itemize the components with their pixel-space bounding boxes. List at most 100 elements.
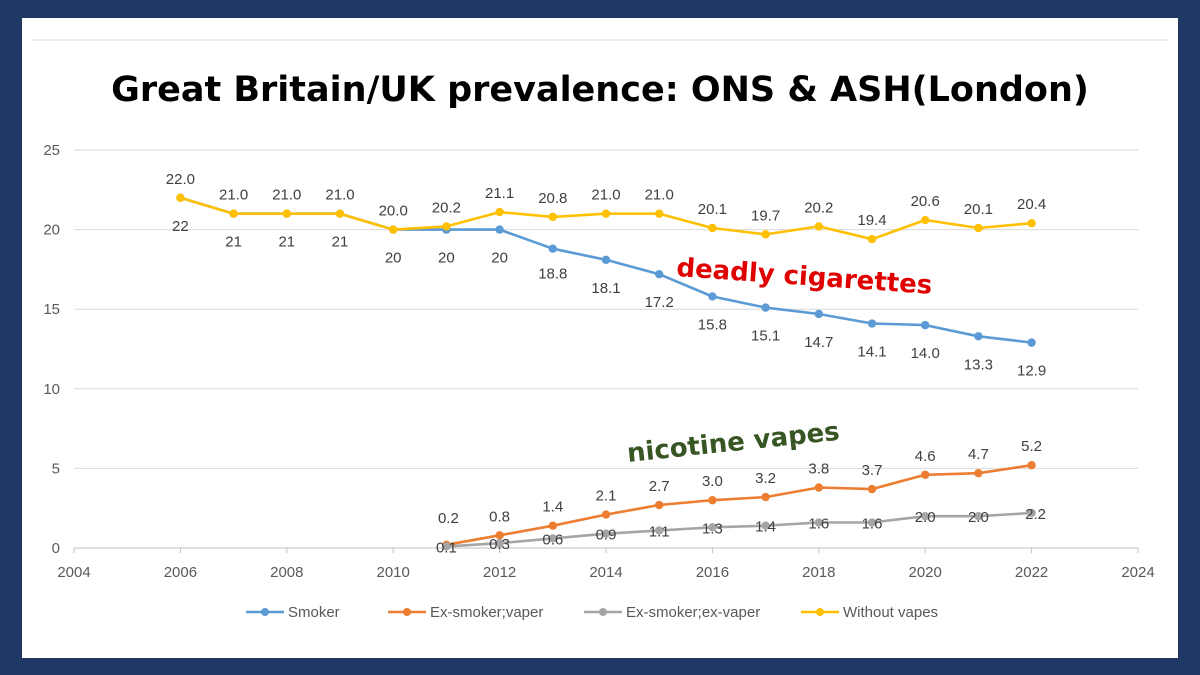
data-label-without-vapes: 20.8 bbox=[538, 190, 567, 207]
point-smoker bbox=[1027, 338, 1036, 347]
point-smoker bbox=[495, 225, 504, 234]
legend-marker-without-vapes bbox=[816, 608, 824, 616]
gridlines bbox=[32, 39, 1168, 469]
data-label-smoker: 14.0 bbox=[911, 345, 940, 362]
x-tick-label: 2018 bbox=[802, 564, 835, 581]
point-without-vapes bbox=[548, 212, 557, 222]
x-tick-label: 2024 bbox=[1121, 564, 1154, 581]
point-without-vapes bbox=[495, 207, 504, 217]
point-ex-smoker-ex-vaper bbox=[548, 534, 557, 543]
data-label-without-vapes: 21.0 bbox=[645, 187, 674, 204]
legend-label-ex-smoker-ex-vaper: Ex-smoker;ex-vaper bbox=[626, 604, 760, 621]
data-label-smoker: 20 bbox=[491, 250, 508, 267]
point-ex-smoker-vaper bbox=[974, 468, 983, 478]
data-label-ex-smoker-ex-vaper: 1.6 bbox=[862, 516, 883, 533]
data-label-smoker: 15.8 bbox=[698, 316, 727, 333]
point-ex-smoker-vaper bbox=[548, 521, 557, 530]
legend-marker-ex-smoker-vaper bbox=[403, 608, 411, 616]
data-label-ex-smoker-ex-vaper: 0.1 bbox=[436, 539, 457, 556]
point-ex-smoker-ex-vaper bbox=[761, 521, 770, 530]
data-label-ex-smoker-vaper: 3.2 bbox=[755, 470, 776, 487]
point-without-vapes bbox=[442, 222, 451, 231]
legend-marker-ex-smoker-ex-vaper bbox=[599, 608, 607, 616]
point-smoker bbox=[655, 269, 664, 279]
x-tick-label: 2006 bbox=[164, 564, 197, 581]
data-label-without-vapes: 21.0 bbox=[219, 187, 248, 204]
series-lines bbox=[176, 193, 1036, 551]
point-smoker bbox=[921, 320, 930, 330]
data-label-without-vapes: 20.1 bbox=[964, 201, 993, 218]
point-ex-smoker-ex-vaper bbox=[601, 529, 611, 538]
data-label-ex-smoker-ex-vaper: 1.6 bbox=[808, 516, 829, 533]
data-label-ex-smoker-vaper: 3.8 bbox=[808, 461, 829, 478]
x-tick-label: 2004 bbox=[57, 564, 90, 581]
point-without-vapes bbox=[761, 230, 770, 239]
data-label-smoker: 18.8 bbox=[538, 266, 567, 283]
point-ex-smoker-vaper bbox=[761, 492, 770, 502]
data-label-ex-smoker-ex-vaper: 2.2 bbox=[1025, 506, 1046, 523]
data-labels: 22 21 21 21 20 20 20 18.8 18.1 17.2 15.8 15.1 14.7 14… bbox=[166, 171, 1046, 557]
point-without-vapes bbox=[708, 223, 717, 233]
point-without-vapes bbox=[176, 193, 185, 202]
point-ex-smoker-vaper bbox=[601, 510, 611, 519]
series-line-ex-smoker-ex-vaper bbox=[446, 511, 1032, 548]
point-smoker bbox=[974, 332, 983, 341]
data-label-without-vapes: 20.2 bbox=[804, 199, 833, 216]
point-without-vapes bbox=[974, 223, 983, 233]
axes: 0 5 10 15 20 25 2004 2006 2008 2010 2012 2014 2016 20… bbox=[43, 142, 1154, 581]
data-label-ex-smoker-vaper: 2.7 bbox=[649, 478, 670, 495]
data-label-smoker: 22 bbox=[172, 218, 189, 235]
series-line-without-vapes bbox=[180, 196, 1032, 241]
data-label-ex-smoker-vaper: 4.7 bbox=[968, 446, 989, 463]
data-label-without-vapes: 20.1 bbox=[698, 201, 727, 218]
annotations: deadly cigarettes nicotine vapes bbox=[626, 253, 934, 469]
legend-label-smoker: Smoker bbox=[288, 604, 340, 621]
data-label-smoker: 12.9 bbox=[1017, 363, 1046, 380]
point-smoker bbox=[548, 244, 557, 253]
data-label-ex-smoker-ex-vaper: 2.0 bbox=[968, 509, 989, 526]
data-label-ex-smoker-vaper: 1.4 bbox=[542, 499, 563, 516]
data-label-ex-smoker-ex-vaper: 0.6 bbox=[542, 531, 563, 548]
point-smoker bbox=[601, 255, 611, 265]
point-without-vapes bbox=[814, 222, 823, 231]
y-tick-label: 20 bbox=[43, 222, 60, 239]
data-label-ex-smoker-vaper: 2.1 bbox=[596, 488, 617, 505]
data-label-ex-smoker-vaper: 3.0 bbox=[702, 473, 723, 490]
point-ex-smoker-vaper bbox=[867, 484, 877, 494]
point-smoker bbox=[867, 319, 877, 328]
data-label-ex-smoker-vaper: 0.8 bbox=[489, 508, 510, 525]
point-ex-smoker-ex-vaper bbox=[708, 523, 717, 532]
point-without-vapes bbox=[867, 234, 877, 244]
point-ex-smoker-ex-vaper bbox=[974, 511, 983, 521]
data-label-without-vapes: 20.6 bbox=[911, 193, 940, 210]
point-smoker bbox=[814, 309, 823, 319]
point-ex-smoker-vaper bbox=[1027, 461, 1036, 470]
data-label-without-vapes: 20.4 bbox=[1017, 196, 1046, 213]
data-label-ex-smoker-vaper: 3.7 bbox=[862, 462, 883, 479]
point-without-vapes bbox=[389, 225, 398, 234]
y-tick-label: 25 bbox=[43, 142, 60, 159]
legend-label-ex-smoker-vaper: Ex-smoker;vaper bbox=[430, 604, 543, 621]
x-tick-label: 2016 bbox=[696, 564, 729, 581]
data-label-smoker: 18.1 bbox=[591, 280, 620, 297]
y-tick-label: 5 bbox=[52, 460, 60, 477]
data-label-smoker: 21 bbox=[332, 234, 349, 251]
x-tick-label: 2012 bbox=[483, 564, 516, 581]
x-tick-label: 2014 bbox=[589, 564, 622, 581]
data-label-ex-smoker-ex-vaper: 0.9 bbox=[596, 527, 617, 544]
point-ex-smoker-vaper bbox=[708, 496, 717, 505]
data-label-without-vapes: 20.2 bbox=[432, 199, 461, 216]
point-smoker bbox=[708, 292, 717, 301]
data-label-without-vapes: 21.1 bbox=[485, 185, 514, 202]
legend-marker-smoker bbox=[261, 608, 269, 616]
data-label-ex-smoker-ex-vaper: 1.3 bbox=[702, 520, 723, 537]
point-without-vapes bbox=[921, 215, 930, 225]
data-label-smoker: 21 bbox=[225, 234, 242, 251]
point-without-vapes bbox=[282, 209, 291, 218]
data-label-without-vapes: 22.0 bbox=[166, 171, 195, 188]
chart-title: Great Britain/UK prevalence: ONS & ASH(L… bbox=[111, 70, 1089, 110]
data-label-ex-smoker-ex-vaper: 2.0 bbox=[915, 509, 936, 526]
y-tick-label: 15 bbox=[43, 301, 60, 318]
data-label-ex-smoker-ex-vaper: 1.1 bbox=[649, 523, 670, 540]
